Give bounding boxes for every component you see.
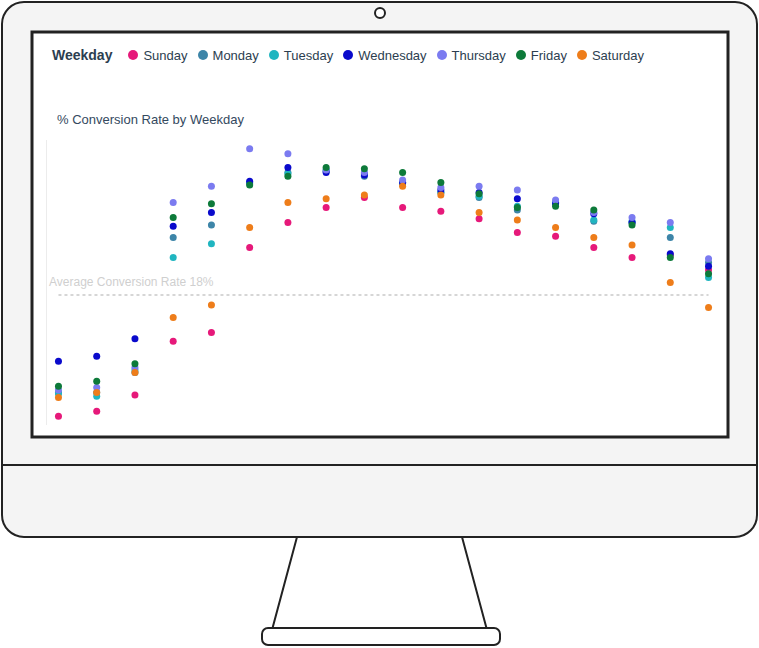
html-text:Friday: Friday (530, 47, 567, 63)
html-text:Monday: Monday (212, 47, 259, 63)
html-text:Saturday: Saturday (591, 47, 644, 63)
html-text:Thursday: Thursday (451, 47, 506, 63)
html-text:Tuesday: Tuesday (283, 47, 334, 63)
html-text:Sunday: Sunday (143, 47, 188, 63)
html-text:% Conversion Rate by Weekday: % Conversion Rate by Weekday (57, 112, 244, 127)
html-text:Weekday: Weekday (52, 47, 113, 63)
svg-text:Average Conversion Rate 18%: Average Conversion Rate 18% (49, 275, 214, 289)
html-text:Wednesday: Wednesday (358, 47, 427, 63)
